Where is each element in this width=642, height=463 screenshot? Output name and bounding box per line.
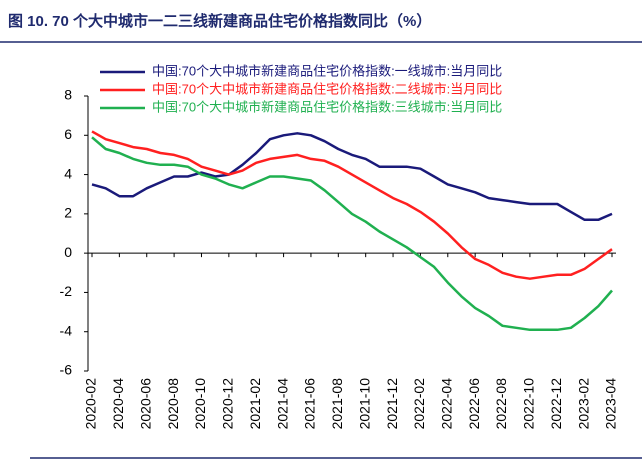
x-tick-label: 2020-04 (110, 378, 126, 430)
y-tick-label: -4 (60, 322, 73, 338)
x-tick-label: 2021-04 (274, 378, 290, 430)
y-tick-label: 6 (64, 126, 72, 142)
chart-title: 图 10. 70 个大中城市一二三线新建商品住宅价格指数同比（%） (8, 12, 431, 30)
x-tick-label: 2020-02 (83, 378, 99, 430)
x-tick-label: 2022-10 (521, 378, 537, 430)
legend-label: 中国:70个大中城市新建商品住宅价格指数:三线城市:当月同比 (152, 99, 502, 114)
y-tick-label: -6 (60, 362, 73, 378)
x-tick-label: 2021-02 (247, 378, 263, 430)
y-tick-label: 4 (64, 165, 72, 181)
x-tick-label: 2022-08 (493, 378, 509, 430)
x-tick-label: 2020-06 (137, 378, 153, 430)
x-tick-label: 2020-10 (192, 378, 208, 430)
series-line (91, 130, 613, 280)
legend-label: 中国:70个大中城市新建商品住宅价格指数:二线城市:当月同比 (152, 81, 502, 96)
series-line (91, 132, 613, 222)
y-tick-label: -2 (60, 283, 73, 299)
x-tick-label: 2020-08 (165, 378, 181, 430)
x-tick-label: 2020-12 (220, 378, 236, 430)
x-tick-label: 2021-08 (329, 378, 345, 430)
y-tick-label: 0 (64, 244, 72, 260)
x-tick-label: 2023-04 (603, 378, 619, 430)
x-tick-label: 2021-10 (356, 378, 372, 430)
x-tick-label: 2021-12 (384, 378, 400, 430)
y-tick-label: 8 (64, 87, 72, 103)
x-tick-label: 2022-12 (548, 378, 564, 430)
y-tick-label: 2 (64, 205, 72, 221)
x-tick-label: 2022-04 (438, 378, 454, 430)
series-line (91, 136, 613, 332)
x-tick-label: 2021-06 (302, 378, 318, 430)
x-tick-label: 2022-06 (466, 378, 482, 430)
legend-label: 中国:70个大中城市新建商品住宅价格指数:一线城市:当月同比 (152, 63, 502, 78)
x-tick-label: 2022-02 (411, 378, 427, 430)
x-tick-label: 2023-02 (575, 378, 591, 430)
